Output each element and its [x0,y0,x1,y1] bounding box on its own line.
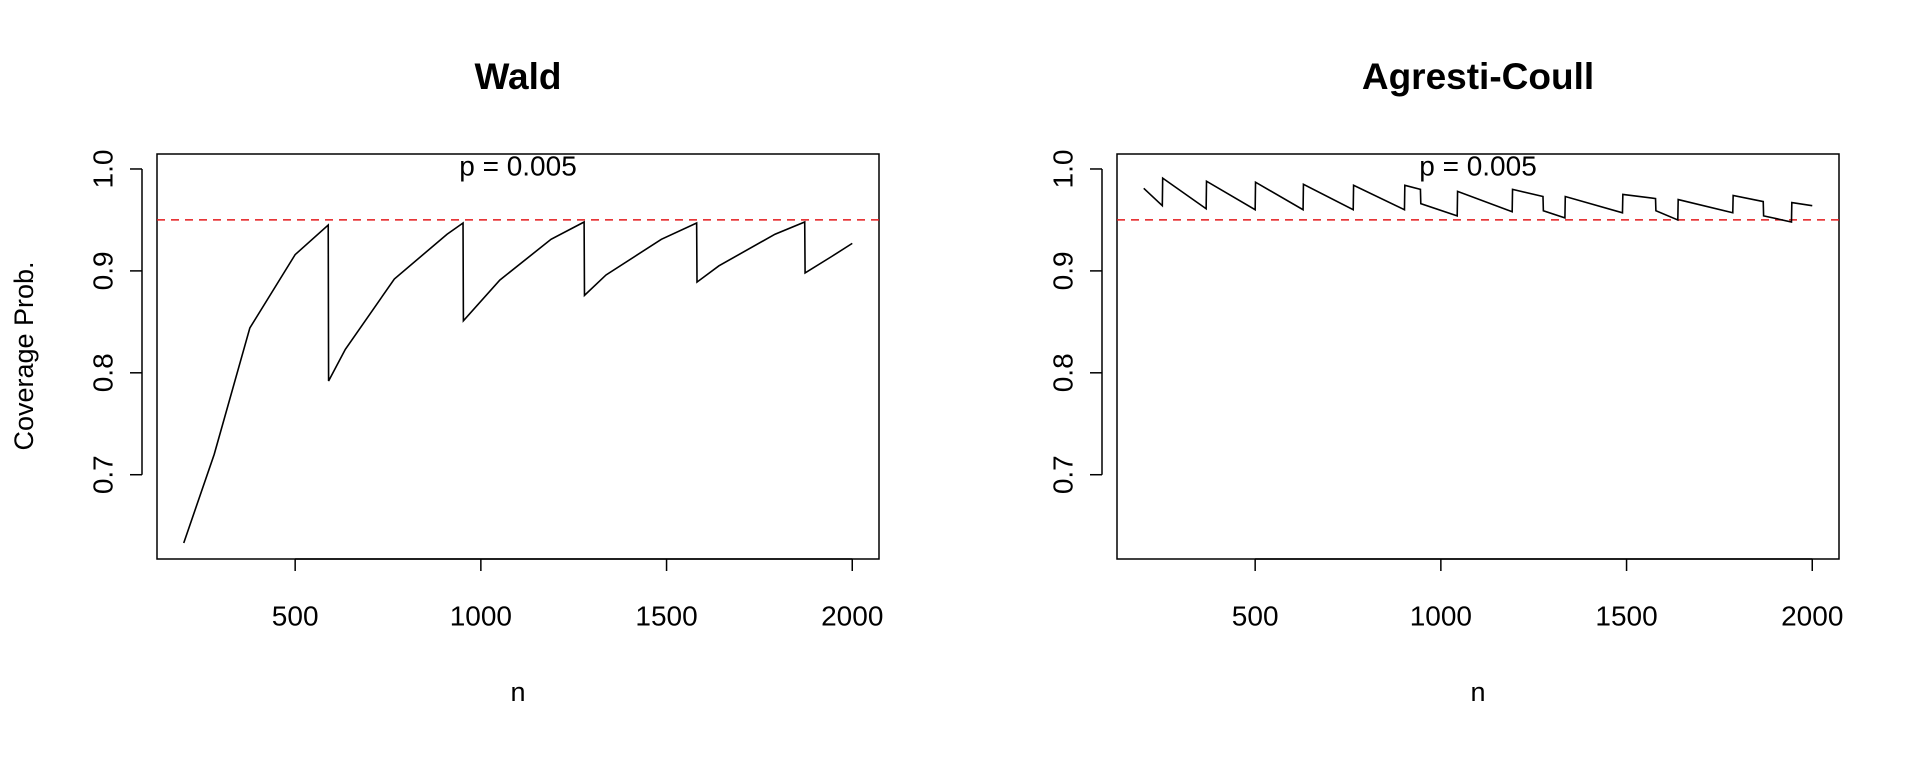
y-tick-label: 0.9 [1047,251,1078,290]
y-tick-label: 1.0 [87,150,118,189]
x-tick-label: 2000 [1781,600,1843,631]
chart-title: Wald [474,56,561,97]
y-tick-label: 0.9 [87,251,118,290]
coverage-line [1143,176,1813,223]
x-axis-label: n [510,677,525,707]
y-tick-label: 0.8 [1047,353,1078,392]
chart-title: Agresti-Coull [1362,56,1594,97]
x-tick-label: 500 [1232,600,1279,631]
x-tick-label: 1000 [1410,600,1472,631]
panel: Agresti-Coull p = 0.005 n 500 1000 1500 2000 0.… [1047,56,1843,707]
subtitle: p = 0.005 [459,150,577,181]
y-axis-label: Coverage Prob. [9,261,39,450]
y-tick-label: 0.7 [87,455,118,494]
x-tick-label: 500 [272,600,319,631]
panel: Wald p = 0.005 n Coverage Prob. 500 1000 1500 2… [9,56,883,707]
plot-frame [1116,153,1840,560]
subtitle: p = 0.005 [1419,150,1537,181]
x-tick-label: 1500 [1595,600,1657,631]
x-axis-label: n [1470,677,1485,707]
x-tick-label: 2000 [821,600,883,631]
y-tick-label: 0.8 [87,353,118,392]
x-tick-label: 1500 [635,600,697,631]
plot-frame [156,153,880,560]
y-tick-label: 1.0 [1047,150,1078,189]
y-tick-label: 0.7 [1047,455,1078,494]
x-tick-label: 1000 [450,600,512,631]
coverage-line [182,220,853,544]
